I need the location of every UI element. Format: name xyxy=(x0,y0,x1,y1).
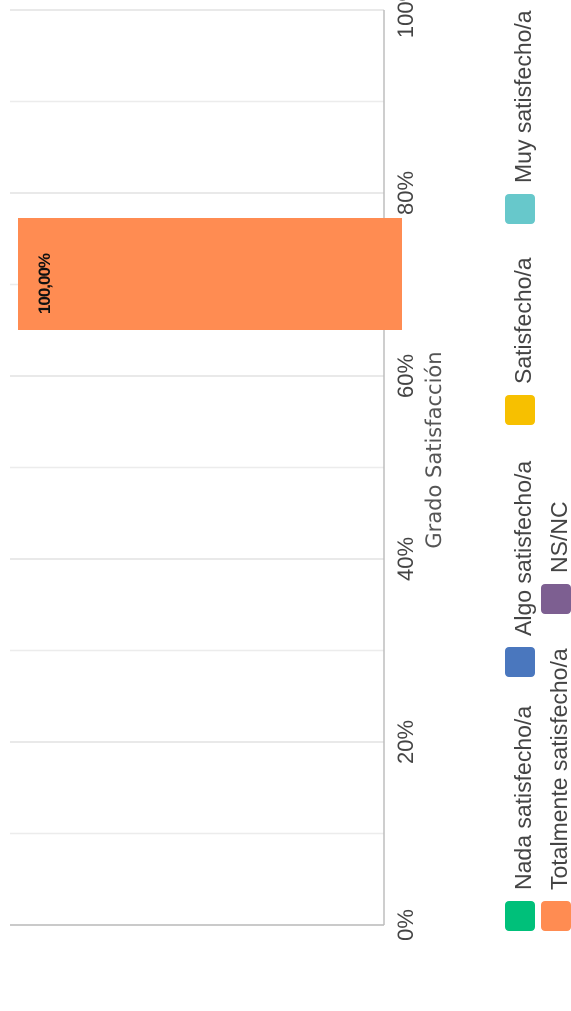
legend: Nada satisfecho/a Algo satisfecho/a Satisf… xyxy=(505,10,571,931)
legend-label-ns-nc: NS/NC xyxy=(546,501,571,573)
legend-swatch-algo-satisfecho-a xyxy=(505,647,535,677)
x-axis-title: Grado Satisfacción xyxy=(422,351,446,548)
data-label: 100,00% xyxy=(35,253,54,314)
legend-label-algo-satisfecho-a: Algo satisfecho/a xyxy=(510,461,536,636)
legend-label-nada-satisfecho-a: Nada satisfecho/a xyxy=(510,706,536,890)
plot-area: 0% 20% 40% 60% 80% 100% Grado Satisfacción 100,… xyxy=(10,0,446,941)
y-tick-label: 80% xyxy=(393,171,418,215)
legend-swatch-nada-satisfecho-a xyxy=(505,901,535,931)
legend-swatch-ns-nc xyxy=(541,584,571,614)
legend-swatch-totalmente-satisfecho-a xyxy=(541,901,571,931)
legend-label-totalmente-satisfecho-a: Totalmente satisfecho/a xyxy=(546,648,571,890)
legend-swatch-muy-satisfecho-a xyxy=(505,194,535,224)
y-tick-label: 60% xyxy=(393,354,418,398)
y-tick-label: 20% xyxy=(393,720,418,764)
legend-label-muy-satisfecho-a: Muy satisfecho/a xyxy=(510,10,536,183)
y-tick-label: 100% xyxy=(393,0,418,38)
legend-swatch-satisfecho-a xyxy=(505,395,535,425)
y-tick-label: 40% xyxy=(393,537,418,581)
bar-totalmente-satisfecho-a xyxy=(18,218,402,330)
legend-label-satisfecho-a: Satisfecho/a xyxy=(510,257,536,384)
y-tick-label: 0% xyxy=(393,909,418,941)
